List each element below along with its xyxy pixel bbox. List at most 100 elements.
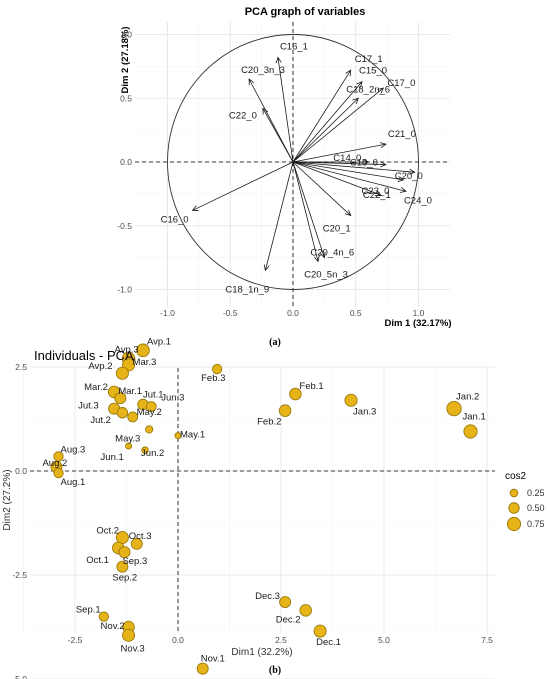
point-sep-3 bbox=[118, 546, 131, 559]
variables-y-tick-labels: -1.0 -0.5 0.0 0.5 1.0 bbox=[117, 30, 132, 295]
point-may-2 bbox=[127, 411, 139, 423]
point-label: Mar.2 bbox=[84, 382, 108, 393]
arrow-c20-0 bbox=[292, 161, 415, 173]
variable-label: C14_0 bbox=[333, 153, 361, 164]
point-label: Aug.2 bbox=[42, 458, 67, 469]
arrowhead bbox=[344, 209, 352, 217]
point-label: Nov.1 bbox=[201, 654, 225, 665]
variables-x-axis-title: Dim 1 (32.17%) bbox=[384, 318, 451, 329]
point-avp-2 bbox=[115, 366, 129, 380]
point-jan-3 bbox=[344, 393, 358, 407]
variable-label: C20_5n_3 bbox=[304, 269, 348, 280]
arrowhead bbox=[275, 56, 282, 64]
arrow-c23-0 bbox=[292, 161, 404, 181]
arrowhead bbox=[191, 205, 199, 211]
arrowhead bbox=[248, 78, 255, 86]
point-jun-1 bbox=[125, 442, 133, 450]
legend-swatch bbox=[508, 502, 520, 514]
arrow-c20-5n-3 bbox=[292, 161, 319, 262]
point-jan-2 bbox=[446, 400, 462, 417]
individuals-zero-lines bbox=[30, 368, 495, 633]
variable-label: C20_3n_3 bbox=[241, 65, 285, 76]
arrow-c18-0 bbox=[292, 161, 386, 165]
point-label: Aug.1 bbox=[61, 477, 86, 488]
legend-entry: 0.50 bbox=[527, 503, 545, 513]
variable-label: C18_2n_6 bbox=[346, 84, 390, 95]
y-tick-label: -1.0 bbox=[117, 285, 132, 295]
point-label: Jan.2 bbox=[456, 392, 479, 403]
arrow-c16-0 bbox=[192, 161, 294, 211]
variable-label: C20_4n_6 bbox=[310, 248, 354, 259]
variable-label: C20_1 bbox=[323, 224, 351, 235]
point-label: Dec.3 bbox=[255, 591, 280, 602]
individuals-title: Individuals - PCA bbox=[34, 348, 134, 363]
x-tick-label: 2.5 bbox=[275, 635, 287, 645]
point-label: Feb.2 bbox=[257, 417, 281, 428]
point-dec-3 bbox=[279, 596, 292, 609]
x-tick-label: 0.5 bbox=[350, 308, 362, 318]
point-label: Jut.2 bbox=[90, 415, 111, 426]
y-tick-label: -0.5 bbox=[117, 221, 132, 231]
point-jut-2 bbox=[116, 407, 129, 419]
variable-label: C20_0 bbox=[395, 171, 423, 182]
arrowhead bbox=[313, 255, 320, 263]
arrow-c16-1 bbox=[277, 57, 294, 163]
legend-entry: 0.25 bbox=[527, 488, 545, 498]
y-tick-label: 0.0 bbox=[120, 157, 132, 167]
variable-label: C24_0 bbox=[404, 195, 432, 206]
arrowhead bbox=[380, 161, 387, 168]
point-feb-3 bbox=[211, 363, 223, 375]
individuals-x-tick-labels: -2.5 0.0 2.5 5.0 7.5 bbox=[68, 635, 494, 645]
point-label: Dec.2 bbox=[276, 614, 301, 625]
point-label: Jut.3 bbox=[78, 401, 99, 412]
point-dec-1 bbox=[313, 624, 327, 638]
point-feb-1 bbox=[289, 387, 302, 401]
arrowhead bbox=[345, 69, 352, 77]
individual-labels: Avp.3 Avp.1 Mar.3 Avp.2 Feb.3 Mar.2 Mar.1 Jut.1… bbox=[42, 336, 485, 664]
arrowhead bbox=[356, 80, 363, 88]
arrowhead bbox=[374, 190, 382, 197]
arrow-c22-0 bbox=[262, 108, 294, 163]
y-tick-label: 0.5 bbox=[120, 93, 132, 103]
y-tick-label: 1.0 bbox=[120, 30, 132, 40]
point-label: Jun.1 bbox=[101, 452, 124, 463]
point-label: Feb.3 bbox=[201, 373, 225, 384]
cos2-legend: cos2 0.25 0.50 0.75 bbox=[505, 471, 545, 532]
variable-label: C23_0 bbox=[361, 186, 389, 197]
point-label: Jut.1 bbox=[143, 389, 164, 400]
point-dec-2 bbox=[299, 604, 312, 617]
individuals-y-tick-labels: -5.0 -2.5 0.0 2.5 bbox=[12, 362, 27, 679]
arrowhead bbox=[319, 251, 326, 259]
arrow-c20-4n-6 bbox=[292, 161, 325, 258]
variables-y-axis-title: Dim 2 (27.18%) bbox=[120, 26, 131, 93]
variable-label: C22_0 bbox=[229, 110, 257, 121]
point-avp-1 bbox=[136, 343, 150, 358]
legend-swatch bbox=[509, 488, 519, 498]
y-tick-label: 2.5 bbox=[15, 362, 27, 372]
arrow-c18-2n-6 bbox=[292, 97, 359, 163]
y-tick-label: -2.5 bbox=[12, 570, 27, 580]
caption-b: (b) bbox=[269, 665, 281, 676]
point-label: Avp.2 bbox=[88, 361, 112, 372]
individuals-x-axis-title: Dim1 (32.2%) bbox=[231, 647, 292, 658]
point-label: Feb.1 bbox=[299, 381, 323, 392]
arrow-c24-0 bbox=[292, 161, 407, 192]
x-tick-label: -1.0 bbox=[160, 308, 175, 318]
arrowhead bbox=[352, 97, 359, 105]
x-tick-label: 0.0 bbox=[287, 308, 299, 318]
point-aug-3 bbox=[53, 451, 64, 462]
point-label: Jun.2 bbox=[141, 448, 164, 459]
variable-arrows bbox=[191, 56, 416, 272]
arrow-c17-1 bbox=[292, 69, 352, 163]
legend-entry: 0.75 bbox=[527, 519, 545, 529]
point-label: Oct.1 bbox=[86, 555, 109, 566]
individuals-y-axis-title: Dim2 (27.2%) bbox=[2, 469, 13, 530]
point-may-3 bbox=[145, 425, 154, 434]
point-nov-1 bbox=[196, 662, 209, 675]
point-label: Jan.3 bbox=[353, 406, 376, 417]
x-tick-label: 0.0 bbox=[172, 635, 184, 645]
variable-label: C16_0 bbox=[161, 214, 189, 225]
point-label: May.3 bbox=[115, 433, 140, 444]
